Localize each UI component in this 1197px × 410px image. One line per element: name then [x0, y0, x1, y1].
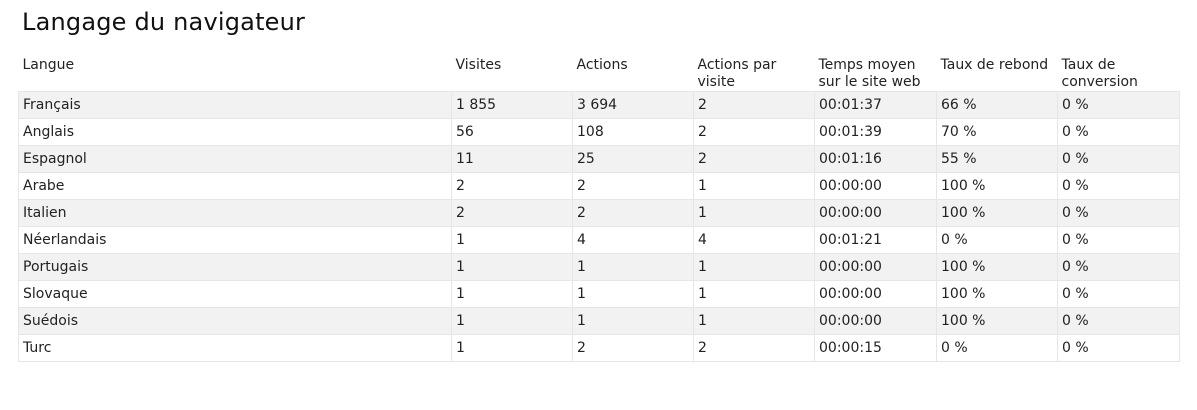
cell-language: Néerlandais — [18, 226, 452, 254]
cell-avg-time-on-site: 00:00:00 — [814, 199, 937, 227]
cell-actions-per-visit: 2 — [693, 118, 815, 146]
cell-visits: 1 — [451, 334, 573, 362]
cell-actions-per-visit: 2 — [693, 145, 815, 173]
cell-bounce-rate: 100 % — [936, 307, 1058, 335]
cell-actions-per-visit: 4 — [693, 226, 815, 254]
column-header-actions[interactable]: Actions — [576, 57, 628, 73]
cell-language: Arabe — [18, 172, 452, 200]
cell-actions-per-visit: 1 — [693, 253, 815, 281]
cell-avg-time-on-site: 00:00:15 — [814, 334, 937, 362]
cell-language: Turc — [18, 334, 452, 362]
cell-avg-time-on-site: 00:00:00 — [814, 307, 937, 335]
cell-bounce-rate: 0 % — [936, 334, 1058, 362]
cell-conversion-rate: 0 % — [1057, 172, 1180, 200]
cell-visits: 1 — [451, 253, 573, 281]
cell-conversion-rate: 0 % — [1057, 91, 1180, 119]
cell-visits: 1 855 — [451, 91, 573, 119]
cell-avg-time-on-site: 00:01:16 — [814, 145, 937, 173]
cell-conversion-rate: 0 % — [1057, 145, 1180, 173]
cell-actions: 25 — [572, 145, 694, 173]
cell-visits: 56 — [451, 118, 573, 146]
cell-language: Français — [18, 91, 452, 119]
cell-avg-time-on-site: 00:01:37 — [814, 91, 937, 119]
cell-actions-per-visit: 1 — [693, 307, 815, 335]
cell-actions-per-visit: 1 — [693, 172, 815, 200]
cell-actions-per-visit: 1 — [693, 199, 815, 227]
cell-bounce-rate: 100 % — [936, 199, 1058, 227]
cell-visits: 2 — [451, 199, 573, 227]
cell-visits: 1 — [451, 307, 573, 335]
cell-bounce-rate: 55 % — [936, 145, 1058, 173]
cell-bounce-rate: 66 % — [936, 91, 1058, 119]
cell-conversion-rate: 0 % — [1057, 253, 1180, 281]
cell-language: Italien — [18, 199, 452, 227]
column-header-actions-per-visit[interactable]: Actions par visite — [697, 57, 777, 90]
cell-actions-per-visit: 2 — [693, 91, 815, 119]
column-header-bounce-rate[interactable]: Taux de rebond — [940, 57, 1049, 73]
cell-avg-time-on-site: 00:01:21 — [814, 226, 937, 254]
column-header-language[interactable]: Langue — [22, 57, 75, 73]
cell-conversion-rate: 0 % — [1057, 199, 1180, 227]
cell-conversion-rate: 0 % — [1057, 280, 1180, 308]
cell-actions: 1 — [572, 280, 694, 308]
page-title: Langage du navigateur — [22, 8, 306, 36]
cell-actions: 3 694 — [572, 91, 694, 119]
cell-visits: 2 — [451, 172, 573, 200]
table-row[interactable]: Suédois 1 1 1 00:00:00 100 % 0 % — [18, 307, 1180, 335]
cell-avg-time-on-site: 00:00:00 — [814, 280, 937, 308]
cell-language: Espagnol — [18, 145, 452, 173]
table-row[interactable]: Arabe 2 2 1 00:00:00 100 % 0 % — [18, 172, 1180, 200]
cell-visits: 1 — [451, 226, 573, 254]
cell-conversion-rate: 0 % — [1057, 307, 1180, 335]
cell-language: Slovaque — [18, 280, 452, 308]
table-row[interactable]: Français 1 855 3 694 2 00:01:37 66 % 0 % — [18, 91, 1180, 119]
browser-language-table: Langue Visites Actions Actions par visit… — [18, 53, 1180, 362]
cell-bounce-rate: 100 % — [936, 253, 1058, 281]
table-row[interactable]: Espagnol 11 25 2 00:01:16 55 % 0 % — [18, 145, 1180, 173]
table-row[interactable]: Turc 1 2 2 00:00:15 0 % 0 % — [18, 334, 1180, 362]
cell-actions: 1 — [572, 253, 694, 281]
cell-actions: 2 — [572, 199, 694, 227]
cell-language: Anglais — [18, 118, 452, 146]
cell-visits: 11 — [451, 145, 573, 173]
table-row[interactable]: Slovaque 1 1 1 00:00:00 100 % 0 % — [18, 280, 1180, 308]
cell-conversion-rate: 0 % — [1057, 334, 1180, 362]
cell-bounce-rate: 70 % — [936, 118, 1058, 146]
column-header-avg-time-on-site[interactable]: Temps moyen sur le site web — [818, 57, 921, 90]
cell-bounce-rate: 100 % — [936, 280, 1058, 308]
cell-conversion-rate: 0 % — [1057, 226, 1180, 254]
column-header-conversion-rate[interactable]: Taux de conversion — [1061, 57, 1138, 90]
table-body: Français 1 855 3 694 2 00:01:37 66 % 0 % Anglai… — [18, 91, 1180, 362]
cell-actions: 2 — [572, 334, 694, 362]
cell-visits: 1 — [451, 280, 573, 308]
table-row[interactable]: Néerlandais 1 4 4 00:01:21 0 % 0 % — [18, 226, 1180, 254]
cell-conversion-rate: 0 % — [1057, 118, 1180, 146]
cell-actions-per-visit: 2 — [693, 334, 815, 362]
table-row[interactable]: Italien 2 2 1 00:00:00 100 % 0 % — [18, 199, 1180, 227]
cell-avg-time-on-site: 00:00:00 — [814, 253, 937, 281]
cell-bounce-rate: 0 % — [936, 226, 1058, 254]
cell-actions: 4 — [572, 226, 694, 254]
cell-avg-time-on-site: 00:01:39 — [814, 118, 937, 146]
cell-actions-per-visit: 1 — [693, 280, 815, 308]
cell-actions: 108 — [572, 118, 694, 146]
table-row[interactable]: Portugais 1 1 1 00:00:00 100 % 0 % — [18, 253, 1180, 281]
table-row[interactable]: Anglais 56 108 2 00:01:39 70 % 0 % — [18, 118, 1180, 146]
cell-actions: 2 — [572, 172, 694, 200]
table-header-row: Langue Visites Actions Actions par visit… — [19, 53, 1180, 92]
cell-language: Portugais — [18, 253, 452, 281]
cell-bounce-rate: 100 % — [936, 172, 1058, 200]
column-header-visits[interactable]: Visites — [455, 57, 502, 73]
cell-actions: 1 — [572, 307, 694, 335]
cell-avg-time-on-site: 00:00:00 — [814, 172, 937, 200]
cell-language: Suédois — [18, 307, 452, 335]
